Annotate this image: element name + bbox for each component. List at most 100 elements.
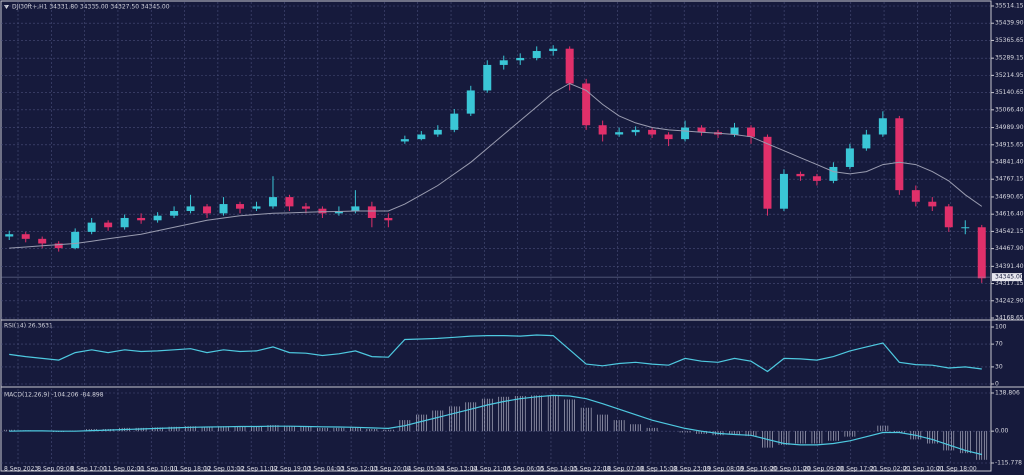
candle-body: [878, 118, 887, 135]
y-tick-label: 35439.90: [995, 20, 1024, 27]
candle-body: [763, 136, 772, 209]
y-tick-label: 34467.90: [995, 245, 1024, 252]
candle-body: [71, 231, 80, 249]
candle-body: [351, 206, 360, 212]
y-tick-label: 35365.65: [995, 37, 1024, 44]
candle-body: [219, 204, 228, 214]
candle-body: [582, 83, 591, 126]
candle-body: [648, 129, 657, 135]
candle-body: [433, 129, 442, 135]
x-tick-label: 15 Sep 06:00: [504, 466, 544, 473]
candle-body: [186, 206, 195, 212]
candle-body: [236, 204, 245, 209]
chart-title: DJI30ft+,H1 34331.80 34335.00 34327.50 3…: [12, 4, 170, 11]
x-tick-label: 21 Sep 02:00: [870, 466, 910, 473]
x-tick-label: 18 Sep 07:00: [604, 466, 644, 473]
candle-body: [516, 57, 525, 61]
y-tick-label: 138.806: [995, 390, 1020, 397]
candle-body: [21, 234, 30, 239]
x-tick-label: 20 Sep 01:00: [770, 466, 810, 473]
candle-body: [862, 134, 871, 149]
y-tick-label: 34915.65: [995, 141, 1024, 148]
candle-body: [796, 173, 805, 177]
macd-signal: [9, 394, 982, 456]
candle-body: [532, 51, 541, 58]
candle-body: [252, 206, 261, 209]
y-tick-label: 34317.15: [995, 280, 1024, 287]
x-tick-label: 13 Sep 12:00: [337, 466, 377, 473]
candle-body: [730, 127, 739, 135]
candle-body: [746, 127, 755, 137]
x-tick-label: 21 Sep 10:00: [903, 466, 943, 473]
x-tick-label: 18 Sep 15:00: [637, 466, 677, 473]
candle-body: [450, 113, 459, 130]
x-tick-label: 19 Sep 16:00: [737, 466, 777, 473]
candle-body: [153, 215, 162, 221]
y-tick-label: -115.778: [995, 460, 1022, 467]
candle-body: [565, 48, 574, 84]
candle-body: [318, 208, 327, 214]
x-tick-label: 11 Sep 02:00: [104, 466, 144, 473]
candle-body: [977, 227, 986, 279]
rsi-title: RSI(14) 26.3631: [4, 323, 53, 330]
y-tick-label: 34690.65: [995, 193, 1024, 200]
candle-body: [104, 222, 113, 228]
x-tick-label: 8 Sep 2023: [4, 466, 38, 473]
x-tick-label: 14 Sep 13:00: [437, 466, 477, 473]
x-tick-label: 12 Sep 11:00: [237, 466, 277, 473]
candle-body: [499, 60, 508, 65]
candle-body: [5, 234, 14, 237]
y-tick-label: 34542.15: [995, 228, 1024, 235]
candle-body: [697, 127, 706, 133]
x-tick-label: 14 Sep 21:00: [470, 466, 510, 473]
candle-body: [681, 127, 690, 140]
candle-body: [301, 206, 310, 209]
y-tick-label: 0.00: [995, 428, 1009, 435]
candle-body: [367, 206, 376, 218]
candle-body: [400, 139, 409, 142]
last-price-box: [992, 273, 1022, 282]
candle-body: [944, 206, 953, 228]
y-tick-label: 100: [995, 324, 1007, 331]
candle-body: [631, 129, 640, 133]
candle-body: [845, 148, 854, 167]
candle-body: [268, 197, 277, 207]
y-tick-label: 34168.65: [995, 315, 1024, 322]
candle-body: [483, 64, 492, 91]
x-tick-label: 15 Sep 22:00: [570, 466, 610, 473]
rsi-line: [9, 334, 982, 373]
x-tick-label: 15 Sep 14:00: [537, 466, 577, 473]
x-tick-label: 8 Sep 09:00: [37, 466, 73, 473]
candle-body: [664, 134, 673, 140]
y-tick-label: 34616.40: [995, 211, 1024, 218]
candle-body: [615, 132, 624, 135]
candle-body: [54, 243, 63, 249]
x-tick-label: 21 Sep 18:00: [937, 466, 977, 473]
x-tick-label: 11 Sep 18:00: [171, 466, 211, 473]
x-tick-label: 14 Sep 05:00: [404, 466, 444, 473]
last-price-label: 34345.00: [995, 274, 1024, 281]
y-tick-label: 35066.40: [995, 106, 1024, 113]
x-tick-label: 13 Sep 04:00: [304, 466, 344, 473]
y-tick-label: 30: [995, 363, 1003, 370]
x-tick-label: 19 Sep 08:00: [704, 466, 744, 473]
candle-body: [87, 222, 96, 232]
candle-body: [203, 206, 212, 214]
candle-body: [466, 90, 475, 114]
moving-average: [9, 82, 983, 249]
candle-body: [417, 134, 426, 140]
y-tick-label: 35514.15: [995, 3, 1024, 10]
y-tick-label: 34767.15: [995, 176, 1024, 183]
candle-body: [829, 166, 838, 181]
x-tick-label: 11 Sep 10:00: [137, 466, 177, 473]
x-tick-label: 20 Sep 17:00: [837, 466, 877, 473]
y-tick-label: 34242.90: [995, 297, 1024, 304]
y-tick-label: 35289.15: [995, 55, 1024, 62]
macd-title: MACD(12,26,9) -104.206 -84.898: [4, 392, 104, 399]
candle-body: [384, 217, 393, 221]
y-tick-label: 34989.90: [995, 124, 1024, 131]
candle-body: [928, 201, 937, 207]
candle-body: [895, 118, 904, 191]
